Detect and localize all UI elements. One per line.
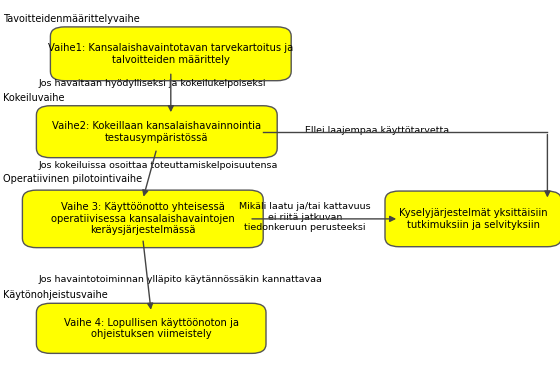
FancyBboxPatch shape bbox=[36, 303, 266, 353]
Text: Vaihe1: Kansalaishavaintotavan tarvekartoitus ja
talvoitteiden määrittely: Vaihe1: Kansalaishavaintotavan tarvekart… bbox=[48, 43, 293, 65]
Text: Mikäli laatu ja/tai kattavuus
ei riitä jatkuvan
tiedonkeruun perusteeksi: Mikäli laatu ja/tai kattavuus ei riitä j… bbox=[239, 202, 371, 232]
Text: Käytönohjeistusvaihe: Käytönohjeistusvaihe bbox=[3, 290, 108, 300]
FancyBboxPatch shape bbox=[385, 191, 560, 247]
Text: Vaihe 4: Lopullisen käyttöönoton ja
ohjeistuksen viimeistely: Vaihe 4: Lopullisen käyttöönoton ja ohje… bbox=[64, 318, 239, 339]
Text: Vaihe2: Kokeillaan kansalaishavainnointia
testausympäristössä: Vaihe2: Kokeillaan kansalaishavainnointi… bbox=[52, 121, 262, 142]
FancyBboxPatch shape bbox=[50, 27, 291, 81]
Text: Tavoitteidenmäärittelyvaihe: Tavoitteidenmäärittelyvaihe bbox=[3, 14, 139, 24]
FancyBboxPatch shape bbox=[36, 106, 277, 158]
Text: Jos kokeiluissa osoittaa toteuttamiskelpoisuutensa: Jos kokeiluissa osoittaa toteuttamiskelp… bbox=[38, 161, 277, 170]
Text: Vaihe 3: Käyttöönotto yhteisessä
operatiivisessa kansalaishavaintojen
keräysjärj: Vaihe 3: Käyttöönotto yhteisessä operati… bbox=[51, 202, 235, 236]
FancyBboxPatch shape bbox=[22, 190, 263, 248]
Text: Jos havaintotoiminnan ylläpito käytännössäkin kannattavaa: Jos havaintotoiminnan ylläpito käytännös… bbox=[38, 275, 322, 284]
Text: Kyselyjärjestelmät yksittäisiin
tutkimuksiin ja selvityksiin: Kyselyjärjestelmät yksittäisiin tutkimuk… bbox=[399, 208, 548, 230]
Text: Kokeiluvaihe: Kokeiluvaihe bbox=[3, 93, 64, 103]
Text: Jos havaitaan hyödylliseksi ja kokeilukelpoiseksi: Jos havaitaan hyödylliseksi ja kokeiluke… bbox=[38, 79, 265, 88]
Text: Operatiivinen pilotointivaihe: Operatiivinen pilotointivaihe bbox=[3, 174, 142, 184]
Text: Ellei laajempaa käyttötarvetta: Ellei laajempaa käyttötarvetta bbox=[305, 126, 449, 135]
